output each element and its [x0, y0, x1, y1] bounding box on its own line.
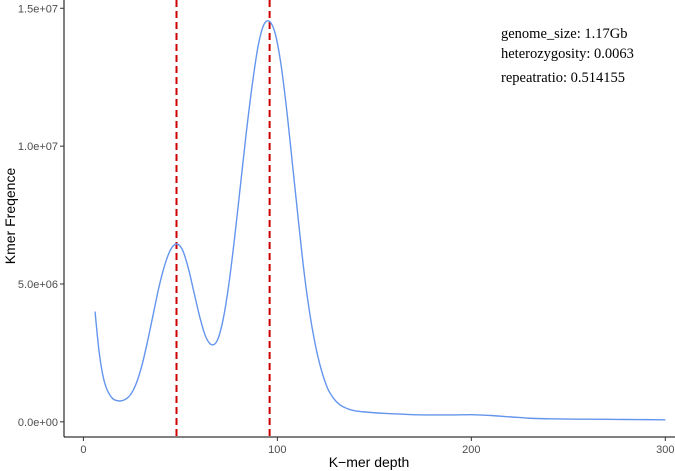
x-tick-label: 300 [656, 444, 674, 456]
series-group [94, 20, 666, 421]
annotation-repeat-ratio: repeatratio: 0.514155 [501, 70, 625, 86]
x-tick-label: 0 [80, 444, 86, 456]
vertical-lines [175, 0, 271, 437]
y-tick-label: 0.0e+00 [18, 417, 58, 429]
x-tick-label: 100 [268, 444, 286, 456]
annotations: genome_size: 1.17Gb heterozygosity: 0.00… [501, 26, 634, 86]
y-tick-label: 1.0e+07 [18, 141, 58, 153]
y-axis-title: Kmer Freqence [2, 168, 18, 265]
annotation-genome-size: genome_size: 1.17Gb [501, 26, 627, 42]
y-tick-label: 5.0e+06 [18, 279, 58, 291]
annotation-heterozygosity: heterozygosity: 0.0063 [501, 46, 634, 62]
kmer-frequency-line [94, 20, 666, 421]
x-axis-title: K−mer depth [329, 454, 410, 470]
x-tick-label: 200 [462, 444, 480, 456]
axes: 0 100 200 300 0.0e+00 5.0e+06 1.0e+07 1.5e+07 [18, 0, 675, 456]
y-tick-label: 1.5e+07 [18, 3, 58, 15]
